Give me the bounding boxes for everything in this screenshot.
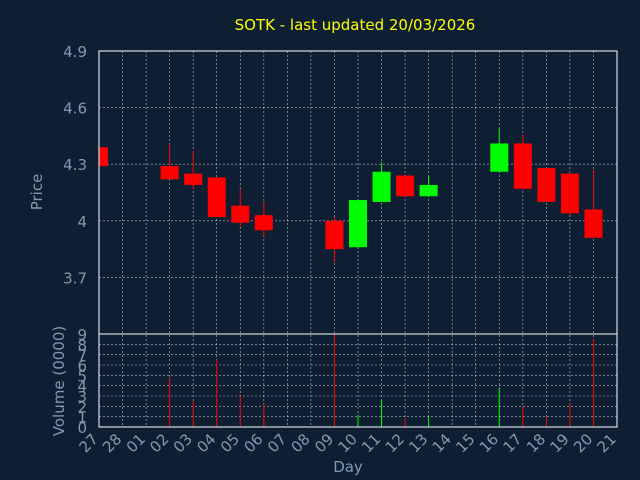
volume-tick-label: 9 [77,326,87,344]
x-tick-label: 20 [570,430,596,456]
volume-tick-label: 1 [77,409,87,427]
candle-body [584,209,603,238]
price-tick-label: 4 [77,213,87,231]
candle-body [325,220,344,250]
volume-bars [98,334,594,427]
price-tick-label: 4.6 [63,100,87,118]
x-tick-label: 19 [547,430,573,456]
x-tick-label: 21 [594,430,620,456]
volume-plot-frame [98,333,618,428]
price-tick-labels: 4.9 4.6 4.3 4 3.7 [63,43,87,287]
x-tick-label: 18 [523,430,549,456]
x-tick-label: 16 [476,430,502,456]
candle-body [513,143,532,189]
x-tick-label: 03 [170,430,196,456]
candle-body [396,175,415,197]
candle-body [99,147,108,167]
x-tick-label: 02 [146,430,172,456]
x-tick-label: 14 [429,430,455,456]
volume-tick-label: 5 [77,367,87,385]
candle-body [419,184,438,197]
x-tick-label: 07 [264,430,290,456]
price-tick-label: 4.3 [63,156,87,174]
x-tick-labels: 2728010203040506070809101112131415161718… [76,430,620,456]
price-axis-label: Price [28,174,46,211]
candle-body [537,167,556,202]
volume-tick-label: 4 [77,378,87,396]
x-tick-label: 12 [382,430,408,456]
candle-body [231,205,250,223]
price-tick-label: 3.7 [63,269,87,287]
x-axis-label: Day [333,458,363,476]
volume-tick-label: 0 [77,419,87,437]
x-tick-label: 13 [405,430,431,456]
x-tick-label: 05 [217,430,243,456]
x-tick-label: 11 [358,430,384,456]
volume-axis-label: Volume (0000) [50,326,68,436]
volume-tick-label: 6 [77,357,87,375]
x-tick-label: 04 [193,430,219,456]
candle-body [160,166,179,180]
x-tick-label: 09 [311,430,337,456]
candle-body [254,215,273,231]
x-tick-label: 15 [452,430,478,456]
volume-tick-label: 7 [77,347,87,365]
candle-body [349,200,367,248]
candle-body [490,143,509,172]
x-tick-label: 08 [288,430,314,456]
price-tick-label: 4.9 [63,43,87,61]
volume-tick-label: 3 [77,388,87,406]
x-tick-label: 28 [99,430,125,456]
volume-tick-label: 8 [77,336,87,354]
x-tick-label: 10 [335,430,361,456]
x-tick-label: 17 [499,430,525,456]
candle-body [184,173,203,185]
candle-body [372,171,391,202]
price-candles [98,128,603,263]
x-tick-label: 06 [240,430,266,456]
candle-body [560,173,579,214]
candle-body [207,177,226,218]
x-tick-label: 01 [123,430,149,456]
volume-tick-label: 2 [77,398,87,416]
chart-title: SOTK - last updated 20/03/2026 [235,16,476,34]
